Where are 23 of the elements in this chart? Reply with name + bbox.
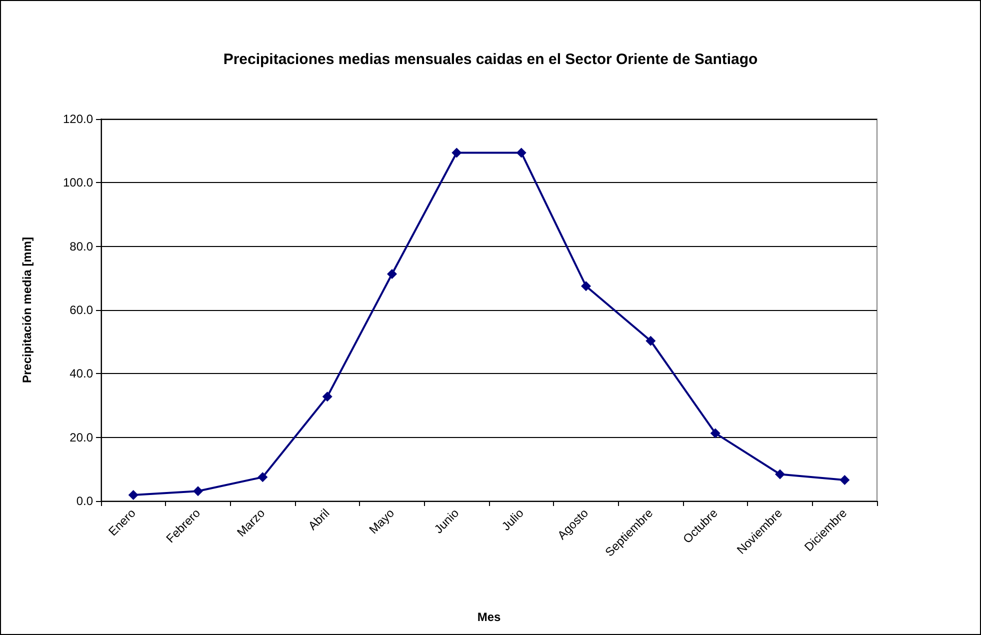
chart-title: Precipitaciones medias mensuales caidas en el Sector Oriente de Santiago bbox=[223, 51, 758, 68]
point bbox=[516, 148, 526, 158]
y-tick-label: 60.0 bbox=[70, 303, 94, 317]
point bbox=[581, 281, 591, 292]
point bbox=[322, 392, 332, 402]
y-tick-label: 20.0 bbox=[70, 430, 94, 444]
y-tick-label: 80.0 bbox=[70, 239, 94, 254]
point bbox=[258, 472, 268, 482]
point bbox=[452, 148, 462, 158]
x-axis-title: Mes bbox=[477, 610, 501, 624]
y-tick-label: 100.0 bbox=[62, 176, 94, 190]
point bbox=[775, 469, 785, 480]
x-tick-label: Julio bbox=[498, 506, 527, 534]
point bbox=[710, 428, 720, 438]
y-tick-label: 120.0 bbox=[62, 112, 94, 126]
point bbox=[387, 269, 397, 280]
point bbox=[128, 490, 138, 500]
y-axis-title: Precipitación media [mm] bbox=[20, 236, 34, 384]
point bbox=[646, 336, 656, 346]
y-tick-label: 0.0 bbox=[76, 494, 94, 508]
y-tick-label: 40.0 bbox=[70, 366, 94, 381]
point bbox=[840, 474, 850, 485]
point bbox=[193, 486, 203, 496]
